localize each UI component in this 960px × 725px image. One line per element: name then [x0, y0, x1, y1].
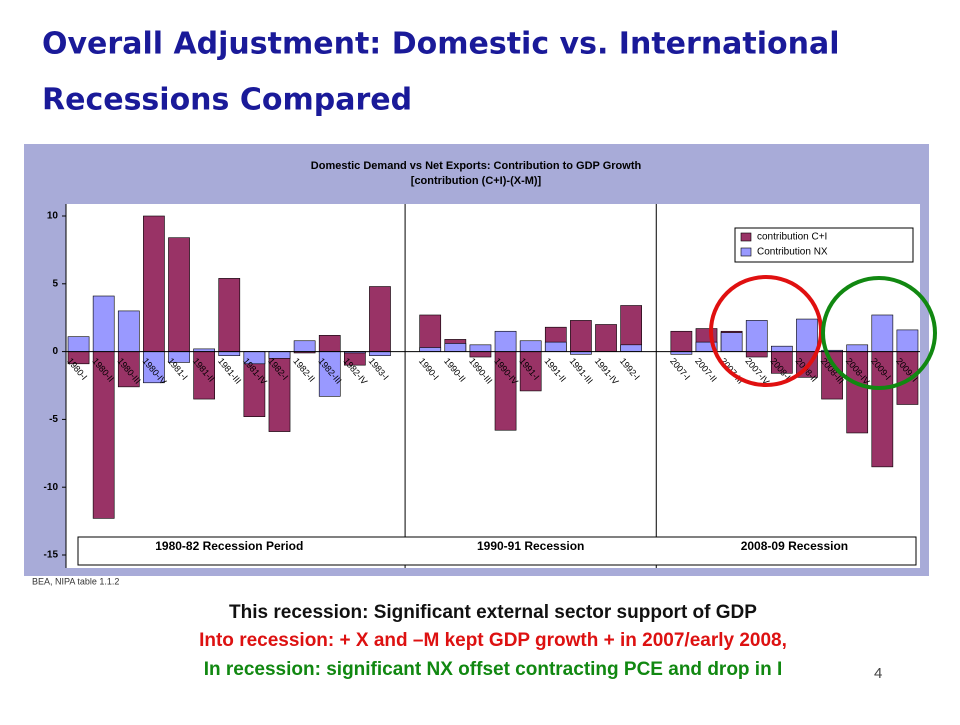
bar [544, 341, 567, 352]
bar [871, 314, 894, 352]
slide-title: Recessions Compared [42, 83, 412, 118]
legend-swatch [740, 232, 752, 242]
highlight-circle [821, 276, 937, 390]
note: This recession: Significant external sec… [229, 602, 757, 623]
bar [570, 320, 592, 352]
y-tick-label: -15 [44, 550, 59, 561]
bar [720, 332, 743, 352]
bar [595, 324, 617, 352]
note: In recession: significant NX offset cont… [204, 659, 783, 680]
bar [67, 336, 90, 352]
bar [117, 310, 140, 352]
legend-box [734, 227, 914, 263]
bar [92, 295, 115, 352]
y-tick-label: -10 [44, 482, 59, 493]
highlight-circle [709, 275, 823, 387]
bar [469, 344, 492, 352]
bar [293, 340, 316, 352]
source: BEA, NIPA table 1.1.2 [32, 576, 119, 586]
legend-swatch [740, 247, 752, 257]
period-box [77, 536, 917, 566]
bar [143, 215, 165, 352]
y-tick-label: 10 [47, 211, 59, 222]
y-tick-label: 5 [52, 278, 58, 289]
bar [218, 278, 241, 352]
bar [620, 344, 642, 352]
y-tick-label: 0 [52, 346, 58, 357]
chart-subtitle: [contribution (C+I)-(X-M)] [411, 175, 542, 187]
bar [419, 314, 442, 352]
legend-label: contribution C+I [757, 232, 827, 243]
bar [896, 329, 919, 352]
bar [318, 335, 341, 352]
bar [745, 320, 768, 352]
bar [846, 344, 869, 352]
bar [444, 343, 467, 352]
page-number: 4 [874, 665, 882, 682]
period-label: 1980-82 Recession Period [155, 539, 303, 553]
bar [168, 237, 190, 352]
bar [494, 330, 517, 352]
y-tick-label: -5 [49, 414, 58, 425]
note: Into recession: + X and –M kept GDP grow… [199, 630, 787, 651]
bar [419, 347, 442, 352]
chart-title: Domestic Demand vs Net Exports: Contribu… [311, 160, 642, 172]
period-label: 1990-91 Recession [477, 539, 584, 553]
period-label: 2008-09 Recession [741, 539, 848, 553]
bar [796, 318, 818, 352]
bar [519, 340, 542, 352]
slide-title: Overall Adjustment: Domestic vs. Interna… [42, 27, 840, 62]
bar [218, 351, 241, 356]
bar [670, 330, 693, 352]
bar [771, 345, 793, 352]
legend-label: Contribution NX [757, 247, 828, 258]
bar [369, 351, 391, 356]
bar [369, 286, 391, 352]
